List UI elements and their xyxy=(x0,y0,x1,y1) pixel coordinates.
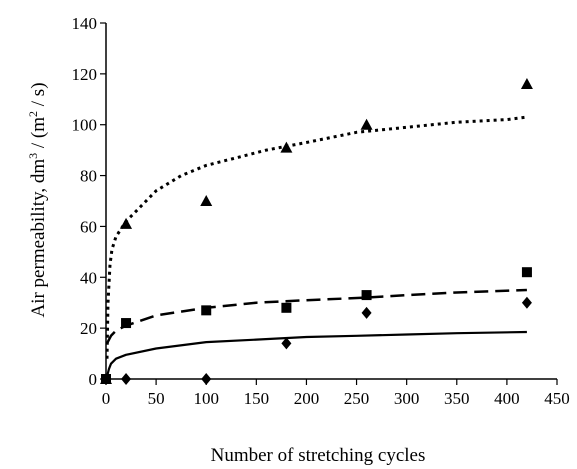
trend-line-diamond xyxy=(105,330,527,377)
y-axis-label-sup2: 2 xyxy=(26,111,40,117)
y-tick-label: 120 xyxy=(72,65,98,84)
x-tick-label: 50 xyxy=(148,389,165,408)
marker-diamond xyxy=(201,373,212,385)
y-axis-label-sup1: 3 xyxy=(26,153,40,159)
trend-line-square xyxy=(105,288,527,344)
x-tick-label: 150 xyxy=(244,389,270,408)
y-tick-label: 140 xyxy=(72,14,98,33)
x-tick-label: 0 xyxy=(102,389,111,408)
marker-triangle xyxy=(200,195,213,206)
marker-triangle xyxy=(280,141,293,153)
marker-square xyxy=(121,318,132,329)
marker-diamond xyxy=(521,296,532,309)
marker-diamond xyxy=(281,337,292,350)
marker-diamond xyxy=(101,373,111,385)
trend-line-triangle xyxy=(105,115,528,359)
y-tick-label: 40 xyxy=(80,268,97,287)
y-axis-label-mid: / (m xyxy=(28,117,49,153)
marker-square xyxy=(281,302,292,313)
marker-diamond xyxy=(121,373,132,385)
marker-triangle xyxy=(520,78,533,90)
y-tick-label: 20 xyxy=(80,319,97,338)
marker-triangle xyxy=(120,217,133,229)
y-tick-label: 100 xyxy=(72,116,98,135)
y-axis-label: Air permeability, dm3 / (m2 / s) xyxy=(26,82,49,317)
y-axis-label-prefix: Air permeability, dm xyxy=(28,159,49,318)
marker-square xyxy=(521,267,532,278)
x-axis-ticks: 0 50 100 150 200 250 300 350 400 450 xyxy=(102,379,570,408)
x-axis-label: Number of stretching cycles xyxy=(211,445,426,466)
y-axis-ticks: 0 20 40 60 80 100 120 140 xyxy=(72,14,106,389)
y-axis-label-suffix: / s) xyxy=(28,82,49,111)
y-tick-label: 0 xyxy=(89,370,98,389)
marker-square xyxy=(361,290,372,301)
x-tick-label: 100 xyxy=(193,389,219,408)
x-tick-label: 250 xyxy=(344,389,370,408)
chart-axes xyxy=(105,23,557,380)
data-markers xyxy=(100,78,533,385)
x-tick-label: 350 xyxy=(444,389,470,408)
marker-diamond xyxy=(361,306,372,319)
x-tick-label: 200 xyxy=(294,389,320,408)
x-tick-label: 400 xyxy=(494,389,520,408)
x-tick-label: 300 xyxy=(394,389,420,408)
marker-triangle xyxy=(360,118,373,130)
trend-lines xyxy=(105,115,528,377)
y-tick-label: 80 xyxy=(80,167,97,186)
y-tick-label: 60 xyxy=(80,217,97,236)
marker-square xyxy=(201,305,212,316)
x-tick-label: 450 xyxy=(544,389,570,408)
